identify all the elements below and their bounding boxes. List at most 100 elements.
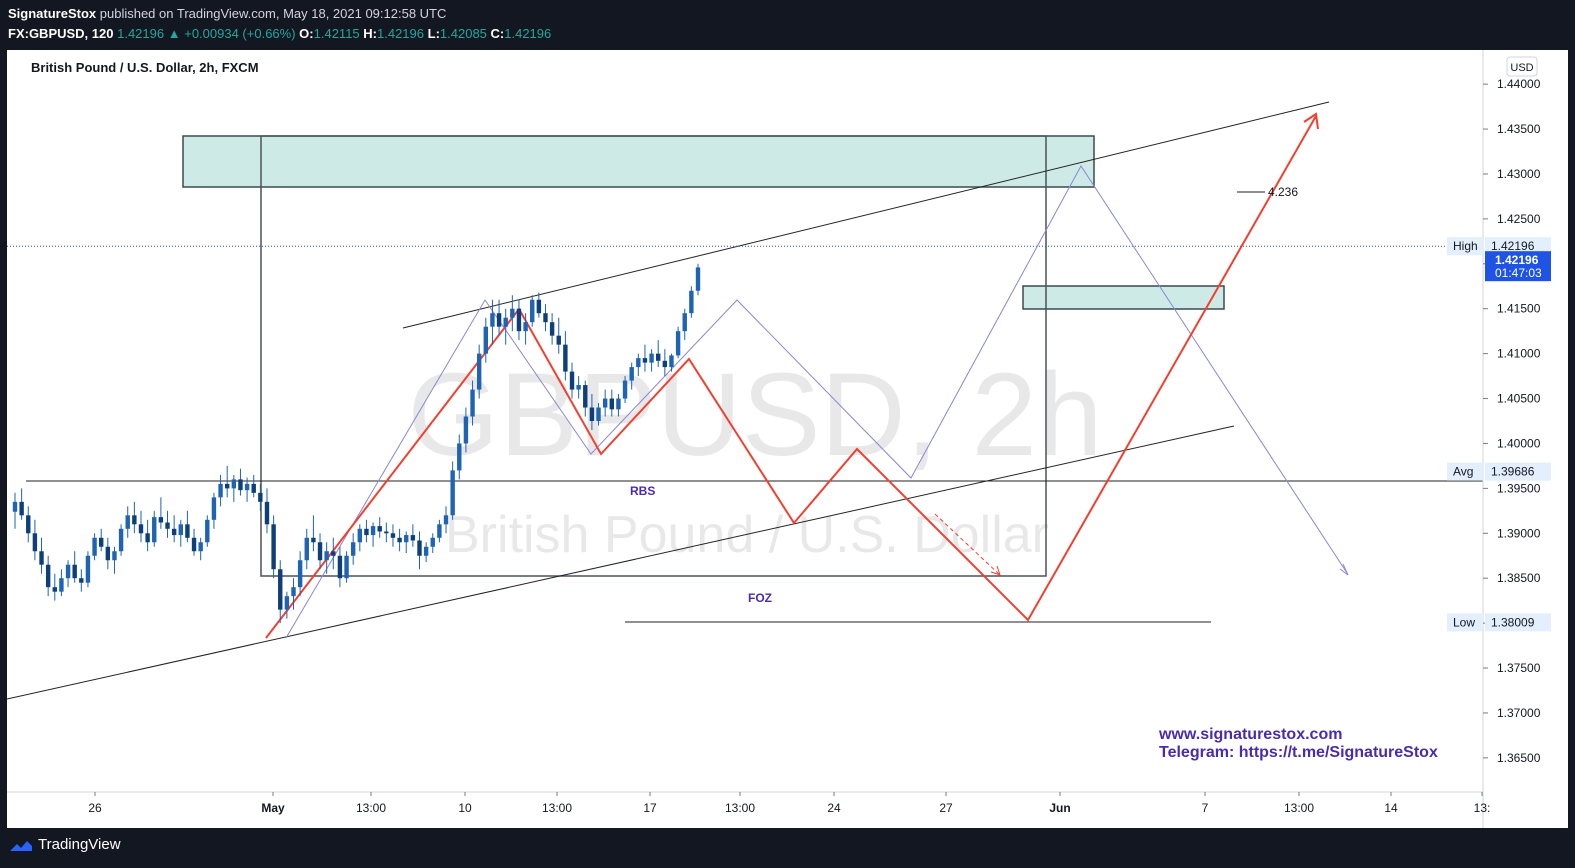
candle-body[interactable] [92,537,97,556]
candle-body[interactable] [72,564,77,579]
candle-body[interactable] [218,483,223,498]
candle-body[interactable] [79,578,84,583]
candle-body[interactable] [158,517,164,523]
candle-body[interactable] [483,326,489,354]
candle-body[interactable] [689,290,694,314]
candle-body[interactable] [324,551,329,561]
candle-body[interactable] [132,515,137,525]
candle-body[interactable] [224,483,230,489]
candle-body[interactable] [258,492,263,502]
candle-body[interactable] [622,380,628,399]
candle-body[interactable] [404,535,409,543]
candle-body[interactable] [12,501,18,512]
candle-body[interactable] [26,515,31,534]
candle-body[interactable] [337,555,343,579]
candle-body[interactable] [284,596,290,610]
candle-body[interactable] [609,398,614,410]
candle-body[interactable] [675,331,681,356]
candle-body[interactable] [350,542,356,556]
candle-body[interactable] [331,551,336,556]
candle-body[interactable] [669,355,674,368]
candle-body[interactable] [589,407,595,421]
candles-group[interactable] [12,263,701,624]
candle-body[interactable] [118,528,124,552]
candle-body[interactable] [450,470,455,516]
candle-body[interactable] [304,537,309,561]
candle-body[interactable] [503,317,508,327]
candle-body[interactable] [191,537,197,552]
candle-body[interactable] [65,564,71,579]
candle-body[interactable] [99,537,104,547]
supply-zone-mid[interactable] [1022,285,1225,310]
candle-body[interactable] [523,322,528,332]
candle-body[interactable] [145,533,150,543]
candle-body[interactable] [264,501,270,525]
candle-body[interactable] [430,537,435,547]
candle-body[interactable] [231,479,237,489]
candle-body[interactable] [682,313,687,332]
candle-body[interactable] [417,540,422,556]
candle-body[interactable] [317,542,323,561]
candle-body[interactable] [536,299,542,314]
candle-body[interactable] [244,483,250,491]
candle-body[interactable] [271,524,276,570]
candle-body[interactable] [238,479,243,491]
tradingview-logo-icon[interactable] [9,838,33,854]
purple-projection-path[interactable] [285,165,1348,639]
candle-body[interactable] [457,443,462,471]
candle-body[interactable] [125,515,130,529]
tradingview-logo-text[interactable]: TradingView [38,836,121,853]
candle-body[interactable] [112,551,117,561]
candle-body[interactable] [370,526,376,536]
candle-body[interactable] [205,519,210,543]
candle-body[interactable] [178,524,183,536]
range-box[interactable] [260,135,1047,577]
candle-body[interactable] [185,524,190,538]
candle-body[interactable] [490,313,495,327]
candle-body[interactable] [165,522,170,529]
price-chart[interactable]: GBPUSD, 2h British Pound / U.S. Dollar B… [7,50,1568,828]
candle-body[interactable] [656,353,661,361]
candle-body[interactable] [516,308,522,332]
candle-body[interactable] [695,267,701,291]
candle-body[interactable] [443,515,449,525]
candle-body[interactable] [251,483,256,493]
candle-body[interactable] [297,560,303,588]
candle-body[interactable] [543,313,548,323]
candle-body[interactable] [390,533,396,538]
candle-body[interactable] [397,537,402,543]
currency-button[interactable] [1506,56,1538,77]
supply-zone-upper[interactable] [182,135,1095,188]
channel-upper-trendline[interactable] [402,101,1330,329]
candle-body[interactable] [19,501,24,516]
candle-body[interactable] [171,528,177,536]
candle-body[interactable] [39,551,44,565]
author-name[interactable]: SignatureStox [8,6,97,21]
candle-body[interactable] [52,587,57,592]
candle-body[interactable] [437,524,442,538]
candle-body[interactable] [344,555,349,579]
candle-body[interactable] [291,587,296,597]
candle-body[interactable] [556,335,561,345]
candle-body[interactable] [496,313,502,327]
candle-body[interactable] [278,569,283,610]
candle-body[interactable] [530,299,535,323]
candle-body[interactable] [549,322,555,336]
candle-body[interactable] [576,385,581,390]
candle-body[interactable] [583,385,588,408]
candle-body[interactable] [470,389,475,417]
candle-body[interactable] [662,360,668,368]
candle-body[interactable] [649,353,654,363]
candle-body[interactable] [85,555,91,583]
price-axis[interactable]: 1.365001.370001.375001.380001.385001.390… [1483,77,1541,765]
candle-body[interactable] [59,578,64,592]
candle-body[interactable] [423,546,429,556]
candle-body[interactable] [198,542,203,552]
candle-body[interactable] [384,531,389,534]
candle-body[interactable] [138,524,144,534]
candle-body[interactable] [510,308,515,318]
candle-body[interactable] [569,371,575,390]
candle-body[interactable] [602,398,608,408]
candle-body[interactable] [377,526,382,532]
candle-body[interactable] [32,533,38,552]
